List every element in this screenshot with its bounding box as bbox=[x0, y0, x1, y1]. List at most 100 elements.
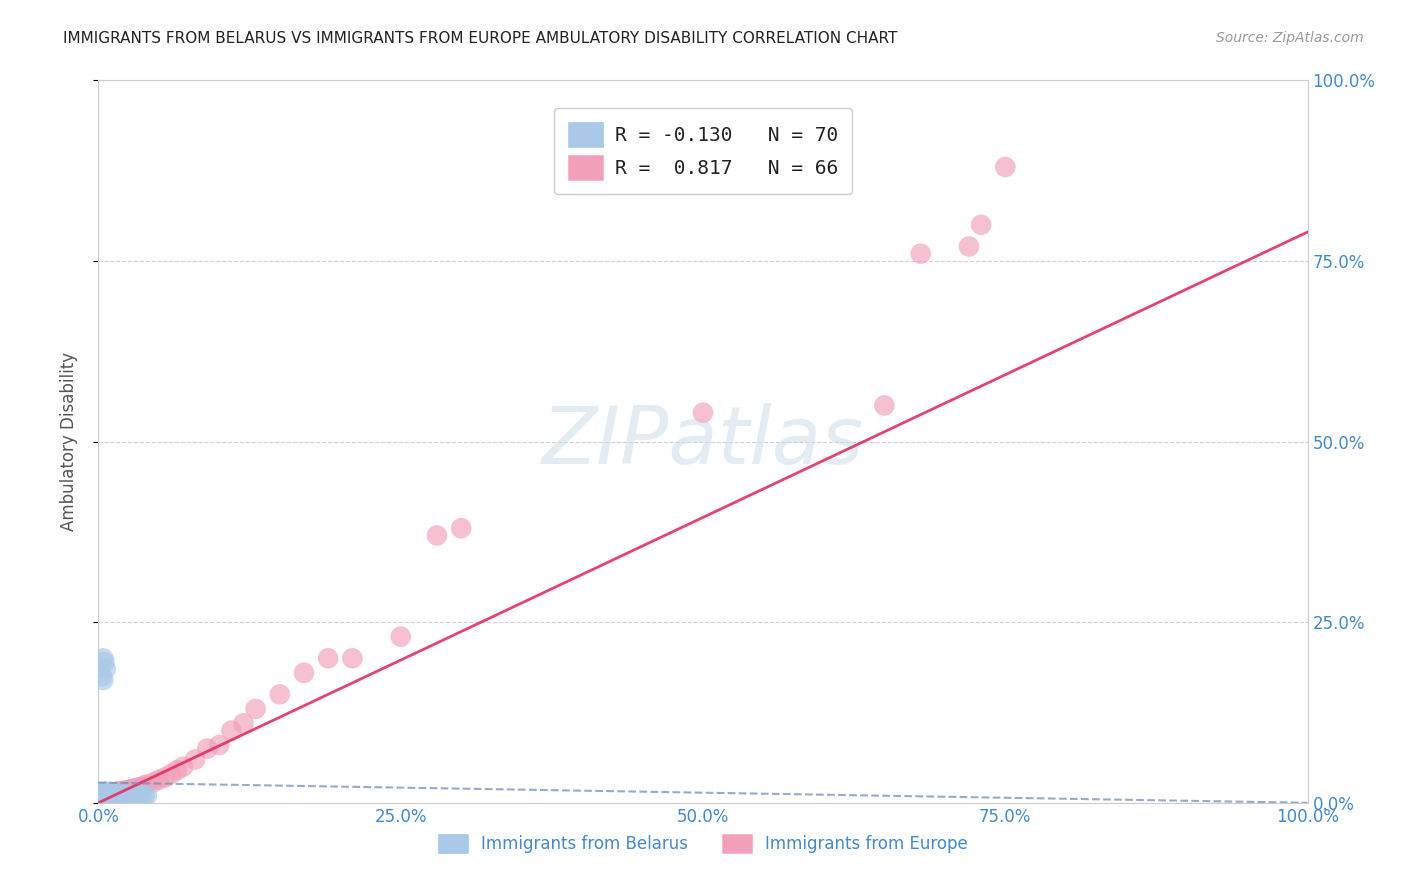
Text: IMMIGRANTS FROM BELARUS VS IMMIGRANTS FROM EUROPE AMBULATORY DISABILITY CORRELAT: IMMIGRANTS FROM BELARUS VS IMMIGRANTS FR… bbox=[63, 31, 897, 46]
Point bbox=[103, 787, 125, 801]
Point bbox=[108, 788, 131, 802]
Point bbox=[100, 788, 122, 802]
Point bbox=[114, 783, 136, 797]
Point bbox=[91, 669, 114, 683]
Point bbox=[127, 789, 149, 803]
Point bbox=[93, 787, 115, 801]
Point bbox=[104, 786, 127, 800]
Point bbox=[94, 662, 117, 676]
Point bbox=[96, 786, 118, 800]
Point bbox=[121, 782, 143, 797]
Point bbox=[91, 789, 114, 803]
Point bbox=[91, 785, 114, 799]
Point bbox=[245, 702, 267, 716]
Point bbox=[91, 651, 114, 665]
Point bbox=[114, 789, 136, 803]
Point bbox=[115, 789, 138, 803]
Point bbox=[108, 789, 131, 803]
Point bbox=[160, 767, 183, 781]
Point bbox=[96, 785, 118, 799]
Point bbox=[94, 789, 117, 803]
Point bbox=[994, 160, 1017, 174]
Point bbox=[90, 789, 112, 803]
Point bbox=[103, 789, 125, 803]
Point bbox=[111, 788, 134, 802]
Point bbox=[208, 738, 231, 752]
Point bbox=[100, 788, 122, 802]
Point bbox=[93, 655, 115, 669]
Point bbox=[91, 789, 114, 803]
Point bbox=[153, 771, 176, 785]
Point bbox=[292, 665, 315, 680]
Point bbox=[107, 789, 129, 803]
Point bbox=[148, 772, 170, 787]
Point bbox=[94, 789, 117, 803]
Point bbox=[101, 786, 124, 800]
Point bbox=[108, 784, 131, 798]
Point bbox=[104, 789, 127, 803]
Point bbox=[91, 673, 114, 687]
Point bbox=[873, 398, 896, 412]
Point bbox=[97, 787, 120, 801]
Point bbox=[96, 786, 118, 800]
Point bbox=[100, 789, 122, 803]
Point bbox=[93, 789, 115, 803]
Point bbox=[98, 788, 121, 802]
Point bbox=[134, 779, 156, 793]
Point bbox=[118, 789, 141, 803]
Point bbox=[450, 521, 472, 535]
Point bbox=[96, 795, 118, 809]
Point bbox=[184, 752, 207, 766]
Point bbox=[101, 789, 124, 803]
Text: ZIPatlas: ZIPatlas bbox=[541, 402, 865, 481]
Point bbox=[316, 651, 339, 665]
Point bbox=[91, 789, 114, 803]
Point bbox=[118, 782, 141, 797]
Point bbox=[112, 789, 135, 803]
Point bbox=[105, 787, 128, 801]
Point bbox=[100, 786, 122, 800]
Point bbox=[89, 789, 111, 803]
Point bbox=[101, 789, 124, 803]
Point bbox=[195, 741, 218, 756]
Text: Source: ZipAtlas.com: Source: ZipAtlas.com bbox=[1216, 31, 1364, 45]
Point bbox=[114, 788, 136, 802]
Point bbox=[118, 782, 141, 797]
Point bbox=[100, 787, 122, 801]
Point bbox=[97, 787, 120, 801]
Point bbox=[94, 789, 117, 803]
Point bbox=[342, 651, 364, 665]
Y-axis label: Ambulatory Disability: Ambulatory Disability bbox=[59, 352, 77, 531]
Point bbox=[107, 785, 129, 799]
Point bbox=[100, 787, 122, 801]
Point bbox=[94, 787, 117, 801]
Point bbox=[105, 787, 128, 801]
Point bbox=[97, 789, 120, 803]
Point bbox=[118, 789, 141, 803]
Point bbox=[89, 789, 111, 803]
Point bbox=[426, 528, 449, 542]
Point bbox=[117, 789, 139, 803]
Point bbox=[100, 786, 122, 800]
Point bbox=[91, 787, 114, 801]
Point bbox=[93, 788, 115, 802]
Point bbox=[98, 789, 121, 803]
Point bbox=[108, 788, 131, 802]
Point bbox=[910, 246, 932, 260]
Legend: Immigrants from Belarus, Immigrants from Europe: Immigrants from Belarus, Immigrants from… bbox=[432, 827, 974, 860]
Point bbox=[111, 789, 134, 803]
Point bbox=[100, 788, 122, 802]
Point bbox=[124, 781, 146, 796]
Point bbox=[221, 723, 243, 738]
Point bbox=[90, 789, 112, 803]
Point bbox=[97, 789, 120, 803]
Point bbox=[142, 775, 165, 789]
Point bbox=[110, 789, 132, 803]
Point bbox=[94, 787, 117, 801]
Point bbox=[98, 786, 121, 800]
Point bbox=[957, 239, 980, 253]
Point bbox=[100, 789, 122, 803]
Point bbox=[103, 787, 125, 801]
Point bbox=[389, 630, 412, 644]
Point bbox=[100, 789, 122, 803]
